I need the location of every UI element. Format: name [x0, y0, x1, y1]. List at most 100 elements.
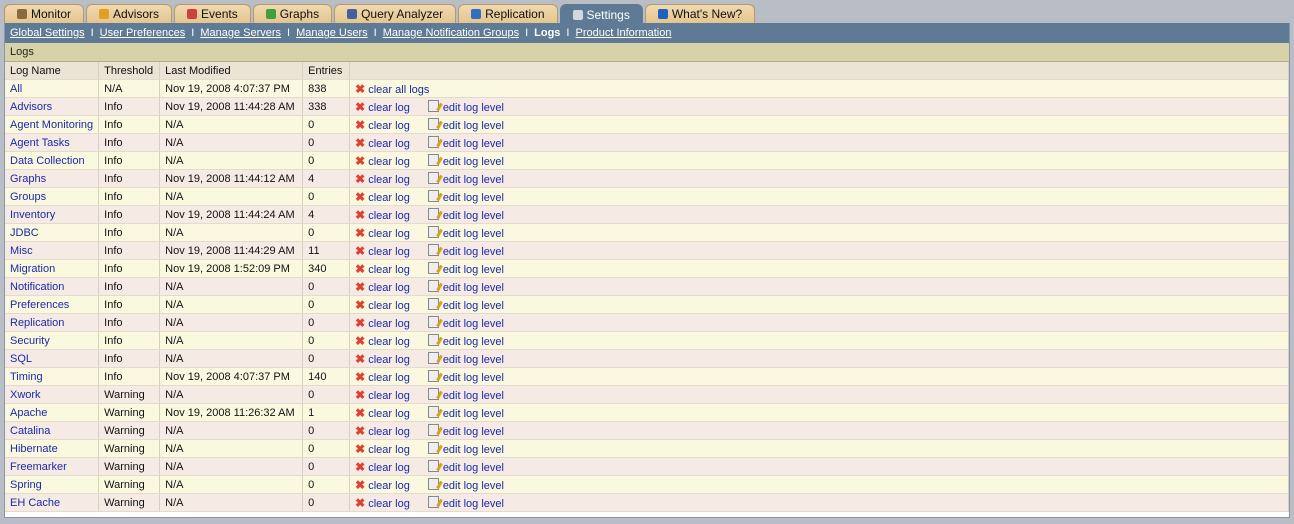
nav-separator: I [90, 27, 94, 39]
log-name-link[interactable]: Agent Tasks [10, 136, 70, 149]
log-name-link[interactable]: Xwork [10, 388, 41, 401]
clear-log-link[interactable]: ✖ clear log [355, 261, 410, 276]
clear-log-link[interactable]: ✖ clear log [355, 315, 410, 330]
clear-log-link[interactable]: ✖ clear log [355, 99, 410, 114]
log-name-link[interactable]: Timing [10, 370, 43, 383]
clear-log-link[interactable]: ✖ clear log [355, 297, 410, 312]
tab-replication[interactable]: Replication [458, 4, 558, 23]
log-name-link[interactable]: Advisors [10, 100, 53, 113]
clear-log-link[interactable]: ✖ clear log [355, 351, 410, 366]
clear-log-link[interactable]: ✖ clear log [355, 207, 410, 222]
edit-log-level-link[interactable]: edit log level [410, 333, 504, 348]
log-name-link[interactable]: EH Cache [10, 496, 61, 509]
entries: 4 [302, 169, 351, 188]
edit-log-level-link[interactable]: edit log level [410, 279, 504, 294]
clear-log-link[interactable]: ✖ clear log [355, 477, 410, 492]
clear-log-link[interactable]: ✖ clear log [355, 279, 410, 294]
edit-log-level-link[interactable]: edit log level [410, 117, 504, 132]
tab-settings[interactable]: Settings [559, 4, 643, 24]
log-name-link[interactable]: Inventory [10, 208, 56, 221]
log-name-link[interactable]: Agent Monitoring [10, 118, 94, 131]
clear-log-link[interactable]: ✖ clear log [355, 171, 410, 186]
actions: ✖ clear log edit log level [349, 187, 1289, 206]
clear-log-link[interactable]: ✖ clear log [355, 225, 410, 240]
log-name-link[interactable]: All [10, 82, 23, 95]
edit-log-level-link[interactable]: edit log level [410, 153, 504, 168]
edit-log-level-link[interactable]: edit log level [410, 477, 504, 492]
edit-log-level-link[interactable]: edit log level [410, 135, 504, 150]
edit-log-level-link[interactable]: edit log level [410, 225, 504, 240]
edit-log-level-link[interactable]: edit log level [410, 369, 504, 384]
edit-log-level-link[interactable]: edit log level [410, 189, 504, 204]
clear-log-link[interactable]: ✖ clear log [355, 495, 410, 510]
edit-log-level-link[interactable]: edit log level [410, 261, 504, 276]
clear-log-link[interactable]: ✖ clear log [355, 459, 410, 474]
subnav-manage-servers[interactable]: Manage Servers [200, 27, 282, 39]
nav-separator: I [525, 27, 529, 39]
log-name-link[interactable]: Catalina [10, 424, 51, 437]
log-name-link[interactable]: Data Collection [10, 154, 85, 167]
log-name-link[interactable]: Replication [10, 316, 65, 329]
settings-panel: Global Settings I User Preferences I Manage … [4, 23, 1290, 518]
actions: ✖ clear log edit log level [349, 133, 1289, 152]
clear-log-link[interactable]: ✖ clear log [355, 243, 410, 258]
tab-advisors[interactable]: Advisors [86, 4, 173, 23]
edit-icon [427, 315, 439, 328]
edit-log-level-link[interactable]: edit log level [410, 459, 504, 474]
delete-icon: ✖ [355, 459, 366, 474]
log-name-link[interactable]: Freemarker [10, 460, 67, 473]
log-name-link[interactable]: Misc [10, 244, 33, 257]
subnav-product-information[interactable]: Product Information [575, 27, 672, 39]
subnav-logs[interactable]: Logs [534, 27, 561, 39]
last-modified: N/A [159, 457, 304, 476]
edit-log-level-link[interactable]: edit log level [410, 405, 504, 420]
clear-log-link[interactable]: ✖ clear log [355, 441, 410, 456]
edit-log-level-link[interactable]: edit log level [410, 495, 504, 510]
log-name-link[interactable]: Apache [10, 406, 48, 419]
log-name-link[interactable]: Graphs [10, 172, 47, 185]
log-name-link[interactable]: Preferences [10, 298, 70, 311]
subnav-manage-notification-groups[interactable]: Manage Notification Groups [382, 27, 520, 39]
tab-what-s-new[interactable]: What's New? [644, 4, 756, 23]
subnav-manage-users[interactable]: Manage Users [296, 27, 368, 39]
edit-log-level-link[interactable]: edit log level [410, 315, 504, 330]
entries: 0 [302, 385, 351, 404]
tab-monitor[interactable]: Monitor [4, 4, 85, 23]
edit-log-level-link[interactable]: edit log level [410, 423, 504, 438]
edit-log-level-link[interactable]: edit log level [410, 243, 504, 258]
edit-log-level-link[interactable]: edit log level [410, 441, 504, 456]
delete-icon: ✖ [355, 333, 366, 348]
log-name-link[interactable]: JDBC [10, 226, 39, 239]
subnav-global-settings[interactable]: Global Settings [10, 27, 85, 39]
log-name-link[interactable]: Migration [10, 262, 56, 275]
log-name-link[interactable]: Spring [10, 478, 42, 491]
clear-log-link[interactable]: ✖ clear log [355, 117, 410, 132]
edit-log-level-link[interactable]: edit log level [410, 207, 504, 222]
edit-log-level-link[interactable]: edit log level [410, 99, 504, 114]
edit-log-level-link[interactable]: edit log level [410, 387, 504, 402]
clear-log-link[interactable]: ✖ clear log [355, 189, 410, 204]
clear-log-link[interactable]: ✖ clear log [355, 369, 410, 384]
actions: ✖ clear log edit log level [349, 295, 1289, 314]
clear-log-link[interactable]: ✖ clear log [355, 135, 410, 150]
clear-all-logs-link[interactable]: ✖ clear all logs [355, 81, 430, 96]
log-name-link[interactable]: Notification [10, 280, 65, 293]
log-name-link[interactable]: Groups [10, 190, 47, 203]
clear-log-link[interactable]: ✖ clear log [355, 153, 410, 168]
tab-events[interactable]: Events [174, 4, 251, 23]
subnav-user-preferences[interactable]: User Preferences [99, 27, 186, 39]
edit-log-level-link[interactable]: edit log level [410, 297, 504, 312]
table-row: Inventory Info Nov 19, 2008 11:44:24 AM 4 ✖ c… [5, 205, 1289, 224]
clear-log-link[interactable]: ✖ clear log [355, 423, 410, 438]
log-name-link[interactable]: Hibernate [10, 442, 58, 455]
tab-graphs[interactable]: Graphs [252, 4, 333, 23]
clear-log-link[interactable]: ✖ clear log [355, 387, 410, 402]
log-name-link[interactable]: SQL [10, 352, 33, 365]
actions: ✖ clear log edit log level [349, 97, 1289, 116]
clear-log-link[interactable]: ✖ clear log [355, 405, 410, 420]
edit-log-level-link[interactable]: edit log level [410, 351, 504, 366]
edit-log-level-link[interactable]: edit log level [410, 171, 504, 186]
tab-query-analyzer[interactable]: Query Analyzer [334, 4, 457, 23]
clear-log-link[interactable]: ✖ clear log [355, 333, 410, 348]
log-name-link[interactable]: Security [10, 334, 50, 347]
